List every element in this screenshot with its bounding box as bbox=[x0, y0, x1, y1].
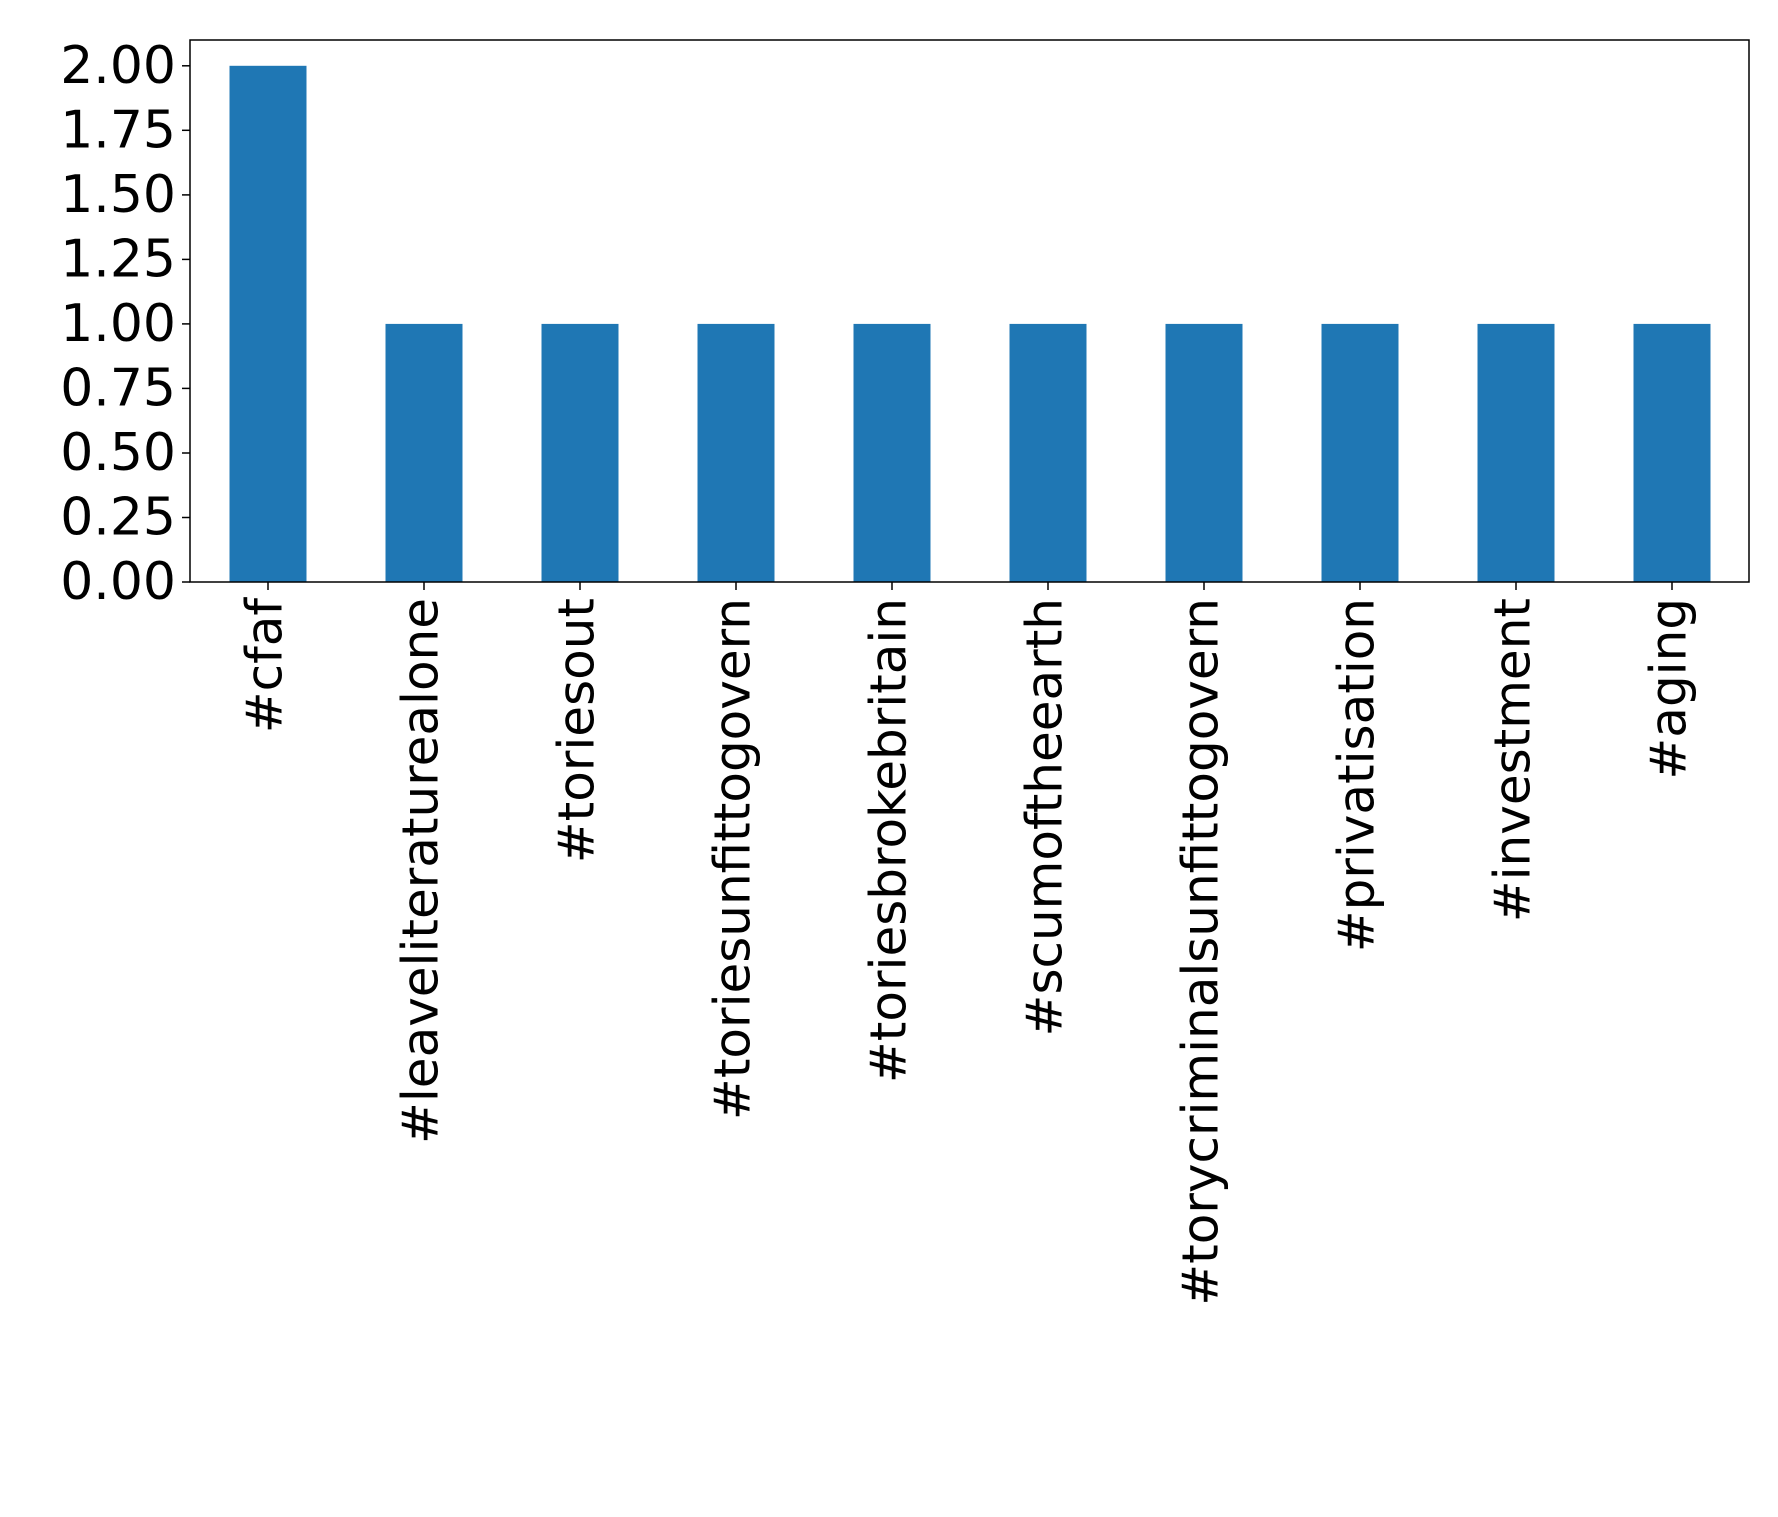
x-tick-label: #torycriminalsunfittogovern bbox=[1172, 598, 1230, 1306]
bar bbox=[853, 323, 931, 582]
x-tick-label: #investment bbox=[1484, 598, 1542, 922]
y-tick-label: 1.25 bbox=[60, 229, 176, 289]
bars-layer bbox=[229, 65, 1711, 583]
plot-frame bbox=[189, 39, 1750, 583]
x-tick-label: #toriesout bbox=[548, 598, 606, 863]
x-axis: #cfaf #leaveliteraturealone #toriesout #tor… bbox=[236, 582, 1698, 1306]
y-tick-label: 0.00 bbox=[60, 552, 176, 612]
bar bbox=[385, 323, 463, 582]
bar bbox=[1009, 323, 1087, 582]
y-tick-label: 0.50 bbox=[60, 423, 176, 483]
y-tick-label: 0.25 bbox=[60, 488, 176, 548]
bar bbox=[697, 323, 775, 582]
bar bbox=[1321, 323, 1399, 582]
y-tick-label: 1.75 bbox=[60, 100, 176, 160]
x-tick-label: #toriesbrokebritain bbox=[860, 598, 918, 1083]
y-axis: 0.000.250.500.751.001.251.501.752.00 bbox=[60, 36, 190, 612]
bar bbox=[1477, 323, 1555, 582]
bar bbox=[541, 323, 619, 582]
y-tick-label: 1.50 bbox=[60, 165, 176, 225]
x-tick-label: #cfaf bbox=[236, 597, 294, 734]
y-tick-label: 0.75 bbox=[60, 358, 176, 418]
bar bbox=[1633, 323, 1711, 582]
bar bbox=[229, 65, 307, 583]
x-tick-label: #aging bbox=[1640, 598, 1698, 780]
x-tick-label: #privatisation bbox=[1328, 598, 1386, 952]
x-tick-label: #toriesunfittogovern bbox=[704, 598, 762, 1120]
y-tick-label: 2.00 bbox=[60, 36, 176, 96]
x-tick-label: #scumoftheearth bbox=[1016, 598, 1074, 1036]
bar bbox=[1165, 323, 1243, 582]
y-tick-label: 1.00 bbox=[60, 294, 176, 354]
x-tick-label: #leaveliteraturealone bbox=[392, 598, 450, 1144]
